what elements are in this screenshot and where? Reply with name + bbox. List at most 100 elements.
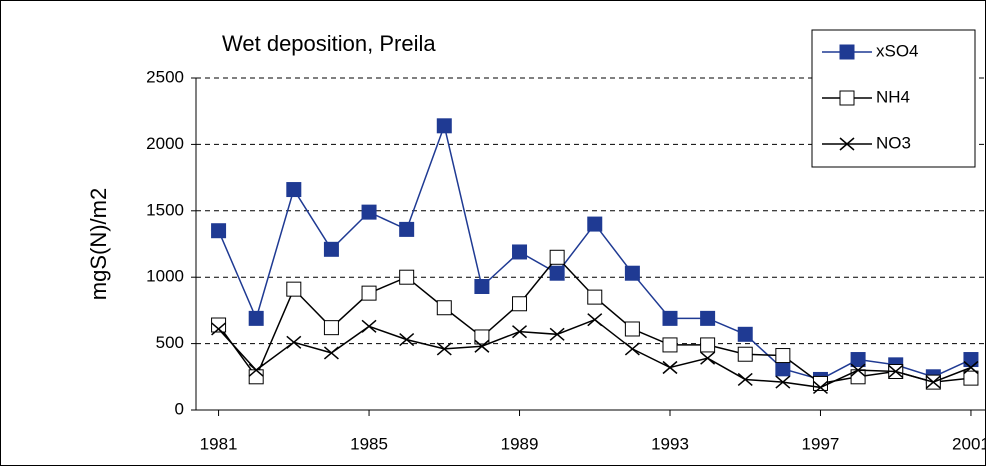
marker xyxy=(399,221,415,237)
y-tick-label: 2500 xyxy=(146,67,184,86)
y-axis-label: mgS(N)/m2 xyxy=(86,188,111,300)
marker-stroke xyxy=(361,319,377,333)
marker xyxy=(248,369,264,385)
x-tick-label: 1993 xyxy=(651,434,689,453)
marker xyxy=(700,351,716,365)
marker-stroke xyxy=(399,333,415,347)
marker xyxy=(286,281,302,297)
marker-stroke xyxy=(662,360,678,375)
marker xyxy=(662,310,678,326)
marker-stroke xyxy=(211,322,227,336)
legend-label: NO3 xyxy=(876,133,911,152)
marker xyxy=(888,364,904,379)
marker-stroke xyxy=(549,327,565,341)
marker xyxy=(963,370,979,386)
marker xyxy=(361,319,377,333)
x-tick-label: 1997 xyxy=(802,434,840,453)
x-tick-label: 1981 xyxy=(200,434,238,453)
marker xyxy=(211,223,227,239)
marker xyxy=(850,363,866,377)
marker xyxy=(963,360,979,375)
marker-stroke xyxy=(512,325,528,339)
marker xyxy=(211,322,227,336)
marker xyxy=(624,265,640,281)
marker xyxy=(211,317,227,333)
marker-stroke xyxy=(323,346,339,360)
marker xyxy=(512,325,528,339)
marker xyxy=(839,44,855,60)
marker xyxy=(925,375,941,389)
marker xyxy=(323,241,339,257)
marker-stroke xyxy=(436,342,452,356)
marker xyxy=(474,278,490,294)
marker xyxy=(839,90,855,106)
marker xyxy=(775,361,791,377)
marker xyxy=(775,348,791,364)
marker xyxy=(700,310,716,326)
marker xyxy=(624,342,640,356)
marker xyxy=(775,375,791,389)
x-tick-label: 1985 xyxy=(350,434,388,453)
marker xyxy=(323,346,339,360)
marker xyxy=(839,137,855,151)
marker xyxy=(436,300,452,316)
marker xyxy=(361,285,377,301)
marker-stroke xyxy=(925,375,941,389)
marker xyxy=(812,380,828,394)
marker xyxy=(587,216,603,232)
marker xyxy=(399,333,415,347)
marker-stroke xyxy=(474,339,490,353)
marker xyxy=(361,204,377,220)
x-tick-label: 1989 xyxy=(501,434,539,453)
marker-stroke xyxy=(850,363,866,377)
marker xyxy=(248,310,264,326)
marker xyxy=(662,360,678,375)
marker-stroke xyxy=(700,351,716,365)
marker xyxy=(587,313,603,327)
marker-stroke xyxy=(839,137,855,151)
marker xyxy=(399,269,415,285)
marker xyxy=(512,244,528,260)
marker xyxy=(624,321,640,337)
marker xyxy=(549,249,565,265)
marker xyxy=(436,118,452,134)
marker xyxy=(737,326,753,342)
marker xyxy=(850,352,866,368)
marker-stroke xyxy=(737,372,753,387)
y-tick-label: 500 xyxy=(156,333,184,352)
marker xyxy=(436,342,452,356)
chart-title: Wet deposition, Preila xyxy=(222,31,436,56)
marker xyxy=(474,339,490,353)
y-tick-label: 1000 xyxy=(146,267,184,286)
marker xyxy=(474,329,490,345)
marker xyxy=(549,327,565,341)
marker xyxy=(286,182,302,198)
marker-stroke xyxy=(624,342,640,356)
marker-stroke xyxy=(248,363,264,377)
marker xyxy=(549,265,565,281)
marker xyxy=(963,352,979,368)
marker xyxy=(587,289,603,305)
marker-stroke xyxy=(775,375,791,389)
legend-label: xSO4 xyxy=(876,41,919,60)
marker xyxy=(286,335,302,349)
marker xyxy=(323,320,339,336)
marker xyxy=(737,372,753,387)
marker xyxy=(662,337,678,353)
y-tick-label: 2000 xyxy=(146,134,184,153)
marker-stroke xyxy=(286,335,302,349)
marker xyxy=(700,337,716,353)
marker xyxy=(512,296,528,312)
y-tick-label: 1500 xyxy=(146,200,184,219)
y-tick-label: 0 xyxy=(175,399,184,418)
marker xyxy=(248,363,264,377)
marker-stroke xyxy=(587,313,603,327)
x-tick-label: 2001 xyxy=(952,434,986,453)
marker-stroke xyxy=(812,380,828,394)
marker xyxy=(737,346,753,362)
marker-stroke xyxy=(888,364,904,379)
legend-label: NH4 xyxy=(876,87,910,106)
marker-stroke xyxy=(963,360,979,375)
